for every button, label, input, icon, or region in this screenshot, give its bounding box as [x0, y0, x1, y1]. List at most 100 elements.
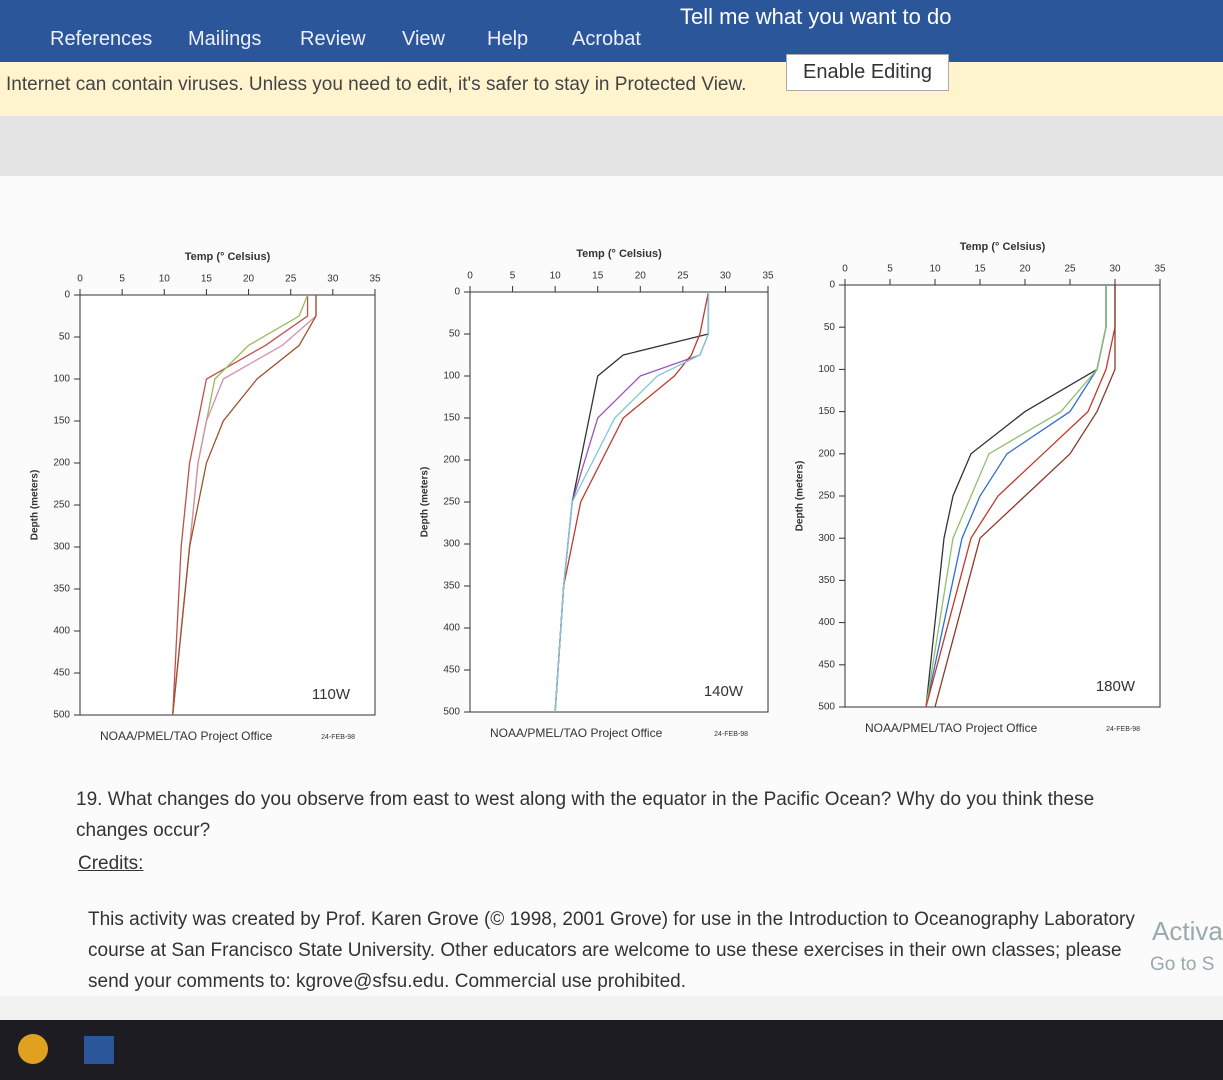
x-tick-label: 5	[887, 264, 893, 275]
credits-heading: Credits:	[78, 853, 144, 874]
profile-line	[925, 285, 1116, 708]
protected-view-bar: Internet can contain viruses. Unless you…	[0, 54, 1223, 116]
y-tick-label: 450	[53, 668, 70, 679]
y-tick-label: 400	[443, 623, 460, 634]
y-axis-title: Depth (meters)	[30, 470, 41, 541]
profile-line	[172, 295, 309, 716]
y-tick-label: 50	[824, 322, 836, 333]
browser-icon[interactable]	[18, 1034, 48, 1064]
y-axis-title: Depth (meters)	[795, 461, 806, 532]
x-tick-label: 25	[677, 271, 689, 282]
y-axis-title: Depth (meters)	[420, 467, 431, 538]
y-tick-label: 400	[53, 626, 70, 637]
x-tick-label: 10	[550, 271, 562, 282]
y-tick-label: 350	[818, 575, 835, 586]
station-label: 140W	[704, 683, 744, 700]
ribbon-tab[interactable]: References	[50, 28, 153, 50]
x-tick-label: 15	[974, 264, 986, 275]
enable-editing[interactable]: Enable Editing	[786, 54, 949, 91]
ribbon-tab[interactable]: View	[402, 28, 445, 50]
word-icon[interactable]	[84, 1036, 114, 1064]
y-tick-label: 50	[59, 332, 71, 343]
x-tick-label: 10	[929, 264, 941, 275]
x-tick-label: 0	[842, 264, 848, 275]
x-tick-label: 15	[201, 274, 213, 285]
x-tick-label: 35	[369, 274, 381, 285]
date: 24-FEB-98	[714, 731, 748, 738]
credits: This activity was created by Prof. Karen…	[88, 909, 1135, 992]
profile-line	[925, 285, 1107, 708]
profile-line	[554, 292, 710, 713]
profile-line	[172, 295, 317, 716]
ribbon-tab[interactable]: Review	[300, 28, 366, 50]
charts: Temp (° Celsius) Depth (meters) 0 5 10 15 20 25…	[30, 241, 1166, 743]
footer: NOAA/PMEL/TAO Project Office	[865, 721, 1038, 735]
watermark: Activa	[1152, 916, 1223, 946]
y-tick-label: 100	[53, 374, 70, 385]
y-tick-label: 0	[829, 280, 835, 291]
x-tick-label: 25	[285, 274, 297, 285]
x-tick-label: 25	[1064, 264, 1076, 275]
y-tick-label: 500	[53, 710, 70, 721]
x-tick-label: 10	[159, 274, 171, 285]
y-tick-label: 250	[53, 500, 70, 511]
station-label: 180W	[1096, 678, 1136, 695]
y-tick-label: 400	[818, 617, 835, 628]
plot-frame	[844, 284, 1161, 708]
y-tick-label: 150	[818, 406, 835, 417]
y-tick-label: 200	[443, 455, 460, 466]
x-axis-title: Temp (° Celsius)	[185, 251, 271, 263]
plot-frame	[79, 294, 376, 716]
ribbon-tab[interactable]: Help	[487, 28, 529, 50]
footer: NOAA/PMEL/TAO Project Office	[490, 726, 663, 740]
plot-frame	[469, 291, 769, 713]
tell-me[interactable]: Tell me what you want to do	[680, 4, 952, 29]
x-tick-label: 20	[1019, 264, 1031, 275]
y-tick-label: 150	[443, 413, 460, 424]
y-tick-label: 50	[449, 329, 461, 340]
x-tick-label: 20	[635, 271, 647, 282]
watermark: Go to S	[1150, 954, 1215, 975]
x-tick-label: 35	[1154, 264, 1166, 275]
y-tick-label: 100	[443, 371, 460, 382]
x-tick-label: 30	[1109, 264, 1121, 275]
y-tick-label: 300	[443, 539, 460, 550]
y-tick-label: 0	[454, 287, 460, 298]
date: 24-FEB-98	[1106, 726, 1140, 733]
taskbar	[0, 1020, 1223, 1080]
y-tick-label: 250	[818, 491, 835, 502]
x-tick-label: 30	[720, 271, 732, 282]
x-axis-title: Temp (° Celsius)	[576, 248, 662, 260]
station-label: 110W	[312, 686, 351, 703]
x-tick-label: 20	[243, 274, 255, 285]
y-tick-label: 250	[443, 497, 460, 508]
profile-line	[934, 285, 1116, 708]
ribbon-tab[interactable]: Mailings	[188, 28, 262, 50]
y-tick-label: 350	[53, 584, 70, 595]
y-tick-label: 200	[53, 458, 70, 469]
y-tick-label: 500	[818, 702, 835, 713]
y-tick-label: 500	[443, 707, 460, 718]
x-tick-label: 0	[467, 271, 473, 282]
y-tick-label: 150	[53, 416, 70, 427]
y-tick-label: 200	[818, 448, 835, 459]
x-tick-label: 35	[762, 271, 774, 282]
ruler-band	[0, 116, 1223, 176]
x-tick-label: 30	[327, 274, 339, 285]
x-tick-label: 0	[77, 274, 83, 285]
profile-line	[554, 291, 710, 713]
x-tick-label: 5	[510, 271, 516, 282]
x-axis-title: Temp (° Celsius)	[960, 241, 1046, 253]
ribbon	[0, 0, 1223, 62]
y-tick-label: 0	[64, 290, 70, 301]
y-tick-label: 300	[818, 533, 835, 544]
y-tick-label: 350	[443, 581, 460, 592]
date: 24-FEB-98	[321, 734, 355, 741]
ribbon-tab[interactable]: Acrobat	[572, 28, 641, 50]
footer: NOAA/PMEL/TAO Project Office	[100, 729, 273, 743]
x-tick-label: 15	[592, 271, 604, 282]
y-tick-label: 100	[818, 364, 835, 375]
pv-message: Internet can contain viruses. Unless you…	[6, 74, 747, 95]
question: 19. What changes do you observe from eas…	[76, 789, 1095, 841]
